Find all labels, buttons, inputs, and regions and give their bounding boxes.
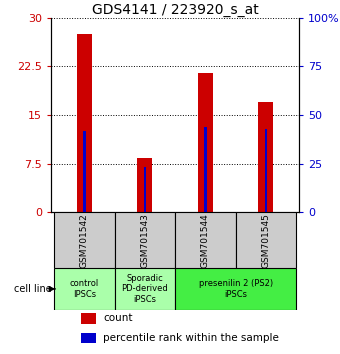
Text: GSM701543: GSM701543 — [140, 213, 149, 268]
Bar — [143, 167, 146, 212]
Bar — [265, 129, 267, 212]
Text: Sporadic
PD-derived
iPSCs: Sporadic PD-derived iPSCs — [121, 274, 168, 304]
Bar — [175, 268, 296, 309]
Text: GSM701544: GSM701544 — [201, 213, 210, 268]
Bar — [137, 159, 152, 212]
Text: presenilin 2 (PS2)
iPSCs: presenilin 2 (PS2) iPSCs — [199, 279, 273, 299]
Text: control
IPSCs: control IPSCs — [70, 279, 99, 299]
Text: count: count — [103, 314, 133, 324]
Text: GSM701545: GSM701545 — [261, 213, 270, 268]
Bar — [81, 313, 96, 324]
Bar — [115, 212, 175, 268]
Bar — [115, 268, 175, 309]
Text: cell line: cell line — [14, 284, 52, 294]
Bar — [83, 131, 85, 212]
Text: GSM701542: GSM701542 — [80, 213, 89, 268]
Bar — [258, 102, 273, 212]
Title: GDS4141 / 223920_s_at: GDS4141 / 223920_s_at — [92, 3, 258, 17]
Bar — [77, 34, 92, 212]
Bar — [198, 73, 213, 212]
Bar — [81, 333, 96, 343]
Bar — [175, 212, 236, 268]
Bar — [236, 212, 296, 268]
Text: percentile rank within the sample: percentile rank within the sample — [103, 333, 279, 343]
Bar — [54, 268, 115, 309]
Bar — [204, 127, 207, 212]
Bar — [54, 212, 115, 268]
